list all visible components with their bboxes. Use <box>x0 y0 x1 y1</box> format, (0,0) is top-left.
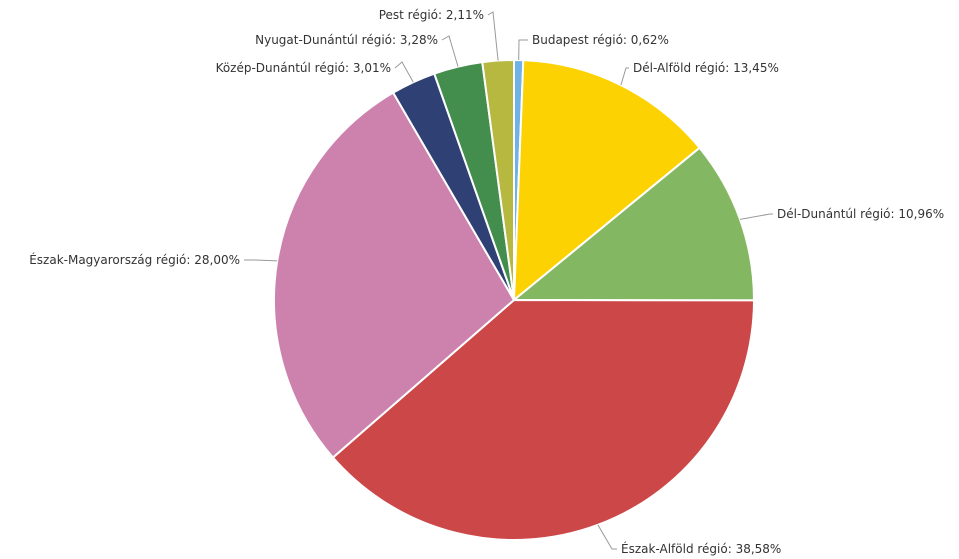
leader-line-6 <box>394 61 414 83</box>
leader-line-4 <box>597 524 617 550</box>
leader-line-3 <box>740 213 773 220</box>
pie-slice-3[interactable] <box>511 146 756 302</box>
slice-label-7: Nyugat-Dunántúl régió: 3,28% <box>255 33 438 47</box>
leader-lines <box>244 11 773 550</box>
leader-line-1 <box>518 39 528 61</box>
slice-label-5: Észak-Magyarország régió: 28,00% <box>29 252 240 267</box>
pie-slice-8[interactable] <box>481 58 515 301</box>
pie-slice-5[interactable] <box>273 91 516 459</box>
pie-slice-4[interactable] <box>331 298 756 541</box>
slice-label-8: Pest régió: 2,11% <box>379 8 484 22</box>
leader-line-8 <box>487 11 499 61</box>
slice-label-2: Dél-Alföld régió: 13,45% <box>633 61 779 75</box>
slice-label-4: Észak-Alföld régió: 38,58% <box>621 541 781 556</box>
slice-labels: Budapest régió: 0,62% Dél-Alföld régió: 1… <box>29 8 944 556</box>
pie-slice-2[interactable] <box>512 59 701 303</box>
slice-label-1: Budapest régió: 0,62% <box>532 33 669 47</box>
pie-slices <box>273 58 756 541</box>
leader-line-7 <box>441 35 459 67</box>
slice-label-3: Dél-Dunántúl régió: 10,96% <box>777 207 944 221</box>
slice-label-6: Közép-Dunántúl régió: 3,01% <box>216 61 391 75</box>
leader-line-5 <box>244 259 278 262</box>
leader-line-2 <box>620 67 629 86</box>
